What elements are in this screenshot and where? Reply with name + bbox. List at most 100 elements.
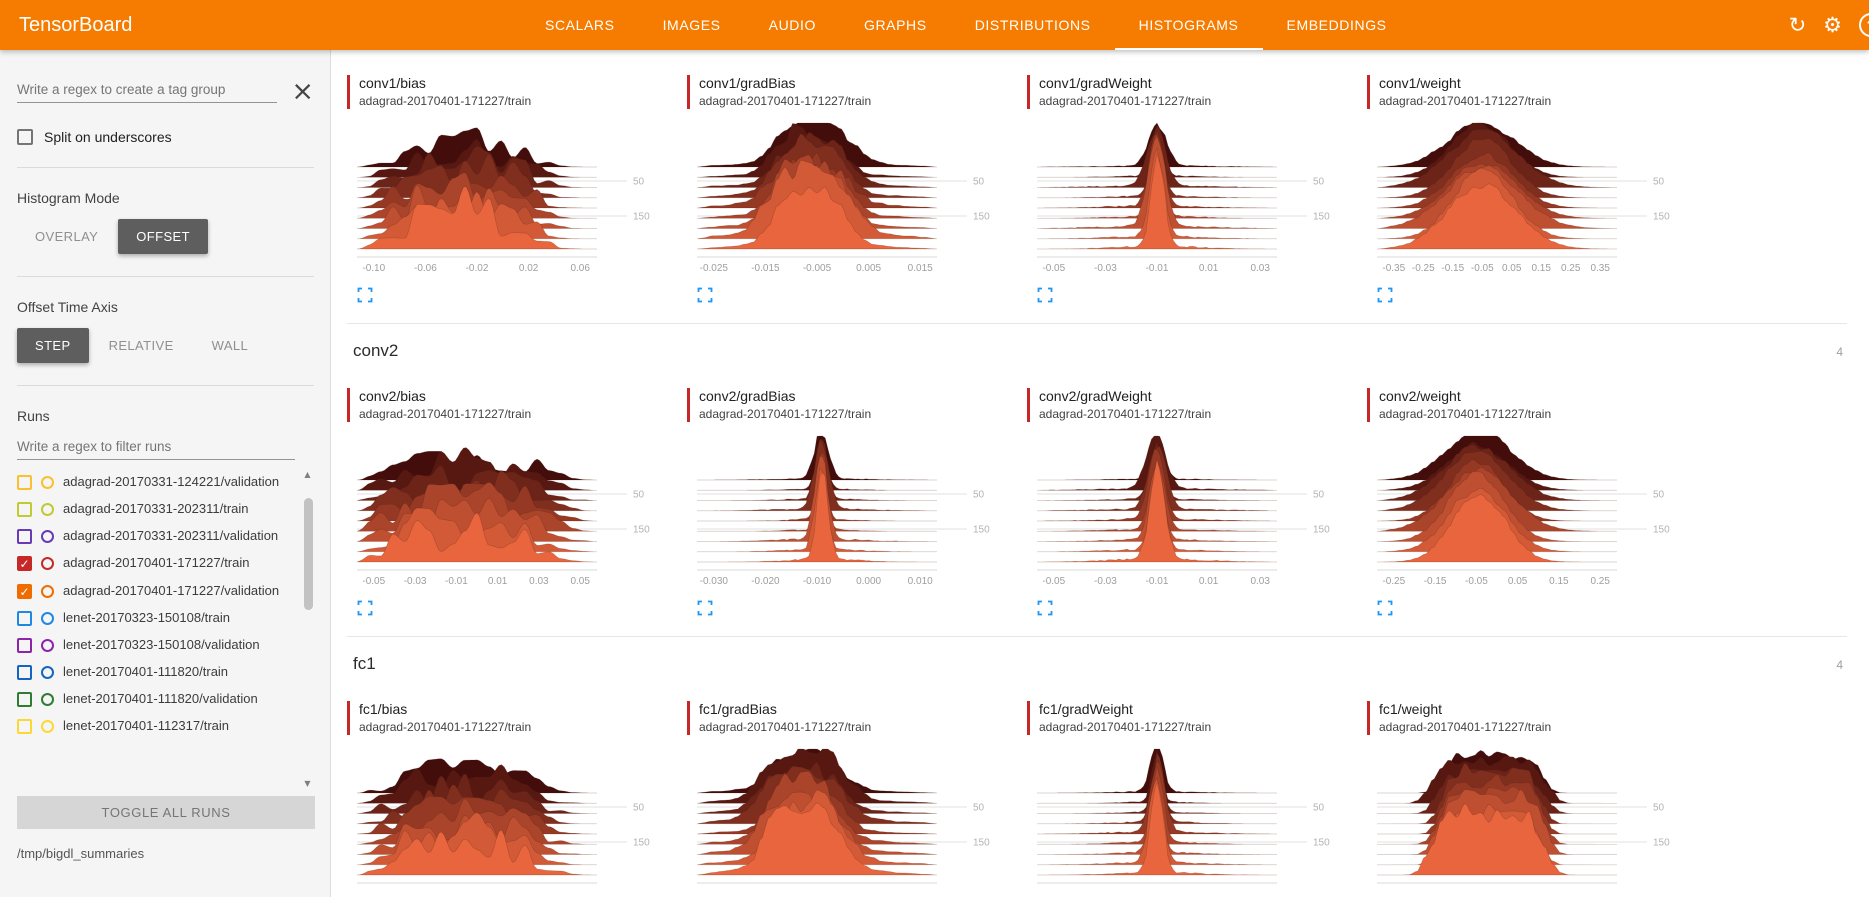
expand-icon[interactable] [697, 287, 713, 303]
category-name: fc1 [353, 654, 376, 673]
run-color-swatch [41, 693, 54, 707]
run-checkbox[interactable] [17, 692, 32, 708]
histogram-card: fc1/weight adagrad-20170401-171227/train 5… [1367, 687, 1707, 897]
histogram-card: conv1/bias adagrad-20170401-171227/train 5… [347, 61, 687, 323]
category-conv2: conv2 4 conv2/bias adagrad-20170401-171227/… [347, 323, 1847, 636]
expand-icon[interactable] [697, 600, 713, 616]
checkbox-icon [17, 129, 33, 145]
run-color-bar [687, 75, 690, 109]
expand-icon[interactable] [1037, 287, 1053, 303]
scroll-up-icon[interactable]: ▲ [304, 470, 311, 479]
expand-icon[interactable] [1377, 287, 1393, 303]
run-color-swatch [41, 584, 54, 598]
nav-tabs: SCALARS IMAGES AUDIO GRAPHS DISTRIBUTIONS HIS… [521, 0, 1411, 50]
card-header: conv1/gradBias adagrad-20170401-171227/tr… [687, 75, 1019, 109]
run-checkbox[interactable]: ✓ [17, 556, 32, 572]
svg-text:50: 50 [633, 490, 645, 501]
run-label: lenet-20170401-111820/validation [63, 691, 258, 707]
run-checkbox[interactable] [17, 502, 32, 518]
card-header: fc1/gradWeight adagrad-20170401-171227/tr… [1027, 701, 1359, 735]
run-row[interactable]: lenet-20170401-112317/train [17, 712, 293, 739]
svg-text:50: 50 [1653, 490, 1665, 501]
run-row[interactable]: adagrad-20170331-124221/validation [17, 468, 293, 495]
run-color-swatch [41, 503, 54, 517]
svg-text:-0.05: -0.05 [362, 576, 385, 587]
split-underscores-checkbox[interactable]: Split on underscores [17, 129, 314, 145]
refresh-icon[interactable]: ↻ [1788, 12, 1807, 37]
histogram-mode-offset-button[interactable]: OFFSET [118, 219, 208, 254]
gear-icon[interactable]: ⚙ [1823, 12, 1842, 37]
svg-text:50: 50 [633, 803, 645, 814]
histogram-plot: 50 150 [1037, 748, 1330, 884]
svg-text:-0.25: -0.25 [1382, 576, 1405, 587]
category-conv1: conv14 conv1/bias adagrad-20170401-171227/… [347, 50, 1847, 323]
tab-distributions[interactable]: DISTRIBUTIONS [974, 17, 1091, 33]
svg-text:-0.05: -0.05 [1042, 576, 1065, 587]
run-checkbox[interactable] [17, 637, 32, 653]
run-checkbox[interactable] [17, 475, 32, 490]
tag-regex-input[interactable] [17, 77, 278, 103]
card-title: conv1/weight [1379, 75, 1461, 91]
run-row[interactable]: ✓ adagrad-20170401-171227/validation [17, 577, 293, 604]
run-row[interactable]: ✓ adagrad-20170401-171227/train [17, 549, 293, 576]
svg-text:50: 50 [973, 177, 985, 188]
run-checkbox[interactable] [17, 610, 32, 626]
expand-icon[interactable] [1037, 600, 1053, 616]
run-row[interactable]: lenet-20170323-150108/train [17, 604, 293, 631]
run-row[interactable]: lenet-20170323-150108/validation [17, 631, 293, 658]
runs-scrollbar[interactable]: ▲ ▼ [300, 468, 315, 790]
svg-text:150: 150 [1313, 525, 1330, 536]
category-count: 4 [1836, 658, 1843, 672]
histogram-card: conv2/bias adagrad-20170401-171227/train 5… [347, 374, 687, 636]
run-checkbox[interactable] [17, 719, 32, 735]
runs-list: adagrad-20170331-124221/validation adagra… [17, 468, 315, 790]
svg-text:0.25: 0.25 [1561, 263, 1581, 274]
tab-audio[interactable]: AUDIO [768, 17, 816, 33]
run-label: adagrad-20170401-171227/train [63, 555, 250, 571]
svg-text:-0.01: -0.01 [1146, 576, 1169, 587]
tab-scalars[interactable]: SCALARS [545, 17, 615, 33]
close-icon[interactable]: × [291, 76, 314, 108]
expand-icon[interactable] [357, 287, 373, 303]
histogram-sections: conv14 conv1/bias adagrad-20170401-171227/… [331, 50, 1869, 897]
histogram-mode-overlay-button[interactable]: OVERLAY [17, 219, 116, 254]
svg-text:-0.025: -0.025 [700, 263, 729, 274]
svg-text:0.01: 0.01 [1199, 263, 1219, 274]
run-row[interactable]: adagrad-20170331-202311/validation [17, 522, 293, 549]
expand-icon[interactable] [1377, 600, 1393, 616]
expand-icon[interactable] [357, 600, 373, 616]
tab-histograms[interactable]: HISTOGRAMS [1114, 0, 1263, 50]
run-checkbox[interactable]: ✓ [17, 583, 32, 599]
time-axis-step-button[interactable]: STEP [17, 328, 89, 363]
tab-graphs[interactable]: GRAPHS [863, 17, 927, 33]
svg-text:0.05: 0.05 [1502, 263, 1522, 274]
runs-filter-input[interactable] [17, 434, 295, 460]
svg-text:50: 50 [1313, 490, 1325, 501]
run-checkbox[interactable] [17, 665, 32, 681]
time-axis-relative-button[interactable]: RELATIVE [91, 328, 192, 363]
toggle-all-runs-button[interactable]: TOGGLE ALL RUNS [17, 796, 315, 829]
svg-text:0.03: 0.03 [1250, 576, 1270, 587]
scroll-down-icon[interactable]: ▼ [304, 779, 311, 788]
run-label: lenet-20170323-150108/train [63, 609, 230, 625]
run-row[interactable]: lenet-20170401-111820/validation [17, 685, 293, 712]
svg-text:0.005: 0.005 [856, 263, 881, 274]
scrollbar-thumb[interactable] [304, 498, 313, 610]
svg-text:-0.06: -0.06 [414, 263, 437, 274]
run-row[interactable]: lenet-20170401-111820/train [17, 658, 293, 685]
time-axis-wall-button[interactable]: WALL [194, 328, 267, 363]
card-run-subtitle: adagrad-20170401-171227/train [1039, 94, 1212, 108]
tab-embeddings[interactable]: EMBEDDINGS [1286, 17, 1387, 33]
offset-time-axis-label: Offset Time Axis [17, 299, 118, 315]
histogram-card: fc1/gradBias adagrad-20170401-171227/trai… [687, 687, 1027, 897]
run-checkbox[interactable] [17, 529, 32, 545]
svg-text:0.15: 0.15 [1549, 576, 1569, 587]
svg-text:50: 50 [1653, 177, 1665, 188]
app-layout: × Split on underscores Histogram Mode OV… [0, 50, 1869, 897]
histogram-plot: 50 150 -0.030 -0.020 -0.010 0.000 0.010 [697, 435, 990, 587]
run-row[interactable]: adagrad-20170331-202311/train [17, 495, 293, 522]
help-icon[interactable]: ? [1859, 13, 1869, 37]
card-header: conv1/weight adagrad-20170401-171227/trai… [1367, 75, 1699, 109]
card-header: conv2/bias adagrad-20170401-171227/train [347, 388, 679, 422]
tab-images[interactable]: IMAGES [662, 17, 721, 33]
